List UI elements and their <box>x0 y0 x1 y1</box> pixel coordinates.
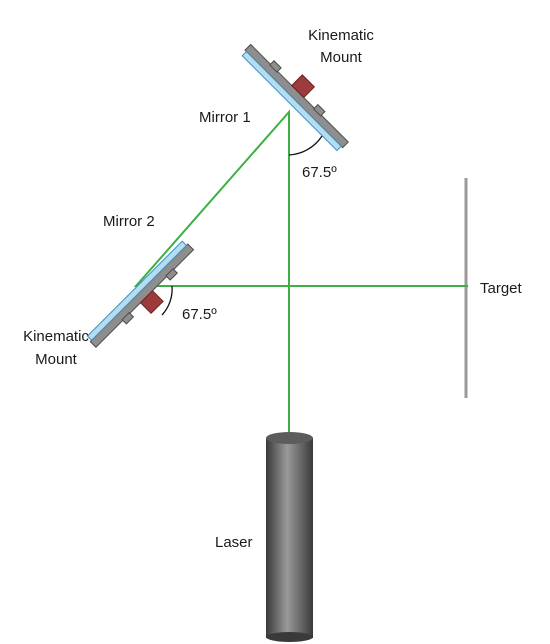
kinematic-mount-bottom-label-line2: Mount <box>35 351 78 368</box>
laser-bottom-cap <box>266 632 313 642</box>
laser-label: Laser <box>215 534 253 551</box>
mirror-2-mount-tab-a <box>121 311 135 325</box>
laser-beam-path <box>133 109 468 440</box>
mirror-2-knob <box>139 290 164 315</box>
kinematic-mount-top-label-line1: Kinematic <box>308 27 374 44</box>
kinematic-mount-bottom-label-line1: Kinematic <box>23 328 89 345</box>
mirror-1-assembly <box>241 43 349 152</box>
mirror-1-glass <box>241 50 342 152</box>
kinematic-mount-top-label-line2: Mount <box>320 49 363 66</box>
mirror-1-mount-tab-b <box>312 103 326 117</box>
target-label: Target <box>480 280 523 297</box>
angle-top-label: 67.5º <box>302 164 337 181</box>
mirror-1-mount-tab-a <box>269 60 282 73</box>
angle-bottom-label: 67.5º <box>182 306 217 323</box>
angle-arc-mirror-1 <box>288 135 323 156</box>
laser-top-cap <box>266 432 313 444</box>
mirror-2-assembly <box>86 240 195 348</box>
mirror-2-label: Mirror 2 <box>103 213 155 230</box>
laser-body <box>266 438 313 638</box>
mirror-1-knob <box>291 74 316 99</box>
mirror-2-mount-tab-b <box>165 268 178 281</box>
mirror-1-label: Mirror 1 <box>199 109 251 126</box>
angle-arc-mirror-2 <box>161 285 173 316</box>
mirror-2-glass <box>86 240 188 341</box>
laser <box>266 432 313 642</box>
mirror-2-mount-plate <box>89 243 195 348</box>
